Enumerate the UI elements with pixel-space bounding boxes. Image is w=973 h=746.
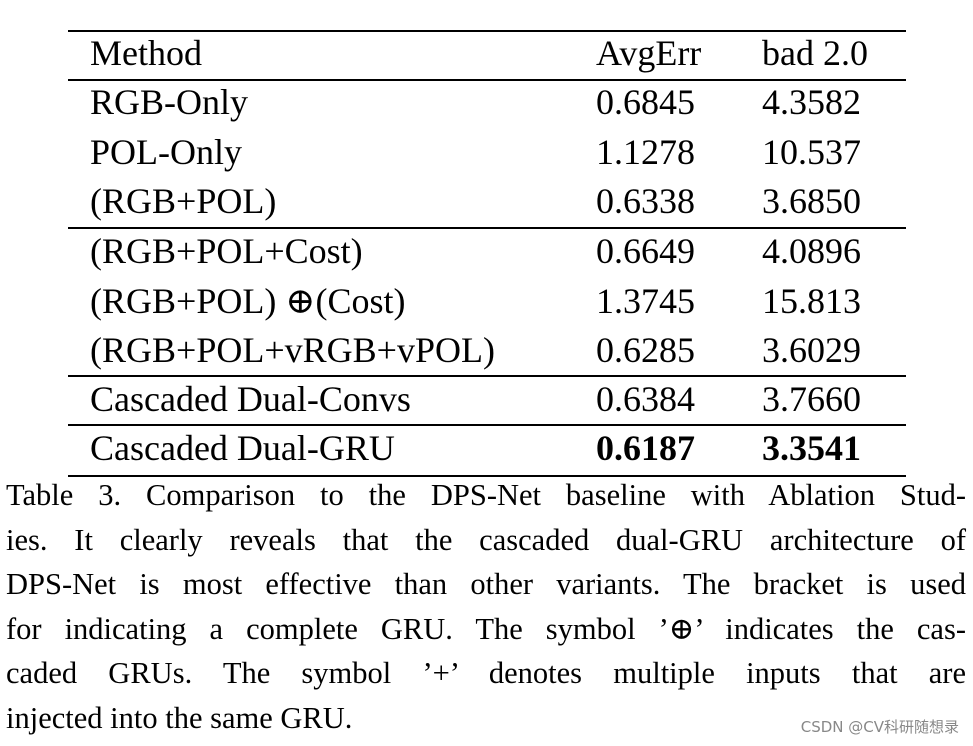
table-rule [68, 475, 906, 477]
table-cell: (RGB+POL+vRGB+vPOL) [90, 329, 495, 370]
table-rule [68, 424, 906, 426]
table-cell: (RGB+POL) [90, 180, 277, 221]
table-cell: RGB-Only [90, 82, 249, 123]
caption-line: caded GRUs. The symbol ’+’ denotes multi… [6, 656, 966, 691]
table-cell: 0.6338 [596, 180, 695, 221]
caption-line: for indicating a complete GRU. The symbo… [6, 611, 966, 646]
table-cell: 0.6285 [596, 329, 695, 370]
table-cell: 0.6649 [596, 231, 695, 272]
table-rule [68, 227, 906, 229]
table-rule [68, 79, 906, 81]
caption-line: injected into the same GRU. [6, 701, 353, 735]
table-cell: (RGB+POL+Cost) [90, 231, 363, 272]
header-cell: Method [90, 33, 202, 73]
table-cell: Cascaded Dual-GRU [90, 428, 395, 469]
table-cell: 3.7660 [762, 379, 861, 420]
table-cell: POL-Only [90, 131, 242, 172]
table-cell: 3.6029 [762, 329, 861, 370]
table-cell: Cascaded Dual-Convs [90, 379, 411, 420]
header-cell: bad 2.0 [762, 33, 868, 73]
table-cell: 10.537 [762, 131, 861, 172]
caption-line: DPS-Net is most effective than other var… [6, 567, 966, 602]
header-cell: AvgErr [596, 33, 702, 73]
table-cell: 1.1278 [596, 131, 695, 172]
table-cell: 3.3541 [762, 428, 861, 469]
table-cell: (RGB+POL) ⊕(Cost) [90, 280, 406, 321]
table-cell: 4.3582 [762, 82, 861, 123]
table-cell: 0.6845 [596, 82, 695, 123]
table-cell: 4.0896 [762, 231, 861, 272]
table-cell: 0.6187 [596, 428, 695, 469]
table-cell: 3.6850 [762, 180, 861, 221]
table-cell: 1.3745 [596, 280, 695, 321]
table-cell: 15.813 [762, 280, 861, 321]
caption-line: Table 3. Comparison to the DPS-Net basel… [6, 478, 966, 512]
table-rule [68, 30, 906, 32]
table-cell: 0.6384 [596, 379, 695, 420]
table-rule [68, 375, 906, 377]
watermark: CSDN @CV科研随想录 [800, 718, 959, 736]
caption-line: ies. It clearly reveals that the cascade… [6, 522, 966, 557]
